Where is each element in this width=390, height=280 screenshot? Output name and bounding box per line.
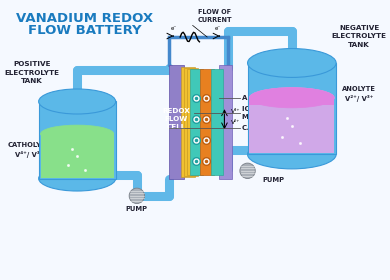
Ellipse shape — [248, 140, 336, 169]
Ellipse shape — [250, 88, 334, 108]
Text: FLOW BATTERY: FLOW BATTERY — [28, 24, 142, 37]
Text: CATHOLYTE
V⁴⁺/ V³⁺: CATHOLYTE V⁴⁺/ V³⁺ — [7, 142, 51, 158]
Text: e⁻: e⁻ — [215, 26, 221, 31]
Text: V²⁺: V²⁺ — [231, 120, 241, 125]
Ellipse shape — [39, 166, 116, 191]
Text: CATHODE (+): CATHODE (+) — [242, 125, 294, 131]
Text: VANADIUM REDOX: VANADIUM REDOX — [16, 12, 153, 25]
Bar — [184, 68, 197, 176]
Ellipse shape — [42, 93, 113, 110]
Text: V³⁺: V³⁺ — [231, 109, 241, 114]
Bar — [200, 69, 214, 175]
Ellipse shape — [39, 89, 116, 114]
Bar — [250, 98, 334, 106]
Ellipse shape — [250, 88, 334, 108]
Ellipse shape — [250, 53, 333, 73]
Bar — [39, 101, 116, 179]
Circle shape — [240, 163, 255, 179]
Circle shape — [129, 188, 145, 204]
Text: FLOW OF
CURRENT: FLOW OF CURRENT — [197, 9, 232, 23]
Text: NEGATIVE
ELECTROLYTE
TANK: NEGATIVE ELECTROLYTE TANK — [332, 25, 387, 48]
Bar — [250, 97, 334, 153]
Text: REDOX
FLOW
CELL: REDOX FLOW CELL — [162, 108, 190, 130]
Text: POSITIVE
ELECTROLYTE
TANK: POSITIVE ELECTROLYTE TANK — [4, 61, 59, 84]
Bar — [41, 133, 114, 178]
Bar — [181, 67, 195, 177]
Text: e⁻: e⁻ — [170, 26, 177, 31]
Bar — [168, 65, 184, 179]
Text: PUMP: PUMP — [126, 206, 148, 212]
Bar — [190, 69, 203, 175]
Bar — [219, 65, 232, 179]
Ellipse shape — [41, 125, 114, 143]
Text: PUMP: PUMP — [262, 178, 284, 183]
Bar — [211, 69, 223, 175]
Bar — [187, 69, 200, 175]
Ellipse shape — [248, 48, 336, 78]
Text: ION EXCHANGE
MEMBRANE: ION EXCHANGE MEMBRANE — [242, 106, 301, 120]
Text: ANOLYTE
V²⁺/ V³⁺: ANOLYTE V²⁺/ V³⁺ — [342, 86, 376, 102]
Bar — [248, 63, 336, 155]
Text: ANODE (-): ANODE (-) — [242, 95, 281, 101]
